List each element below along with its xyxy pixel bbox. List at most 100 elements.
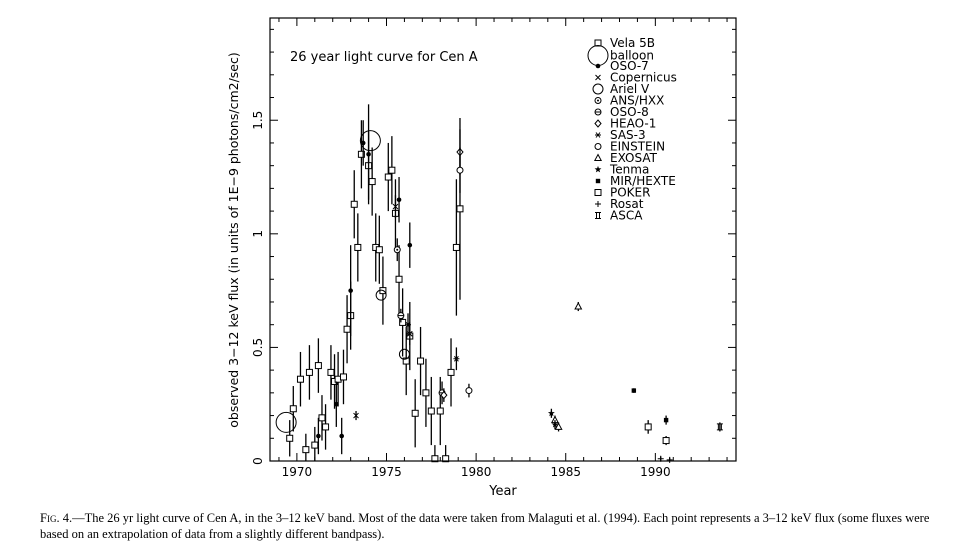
series-einstein: [456, 147, 473, 398]
x-tick-label: 1990: [640, 465, 671, 479]
data-point: [554, 422, 563, 430]
data-point: [368, 178, 376, 186]
legend-label: HEAO-1: [610, 117, 656, 131]
data-point: [360, 140, 366, 146]
data-point: [334, 401, 339, 407]
legend-marker: [594, 143, 602, 150]
legend-item-ariel-v: Ariel V: [592, 82, 650, 96]
data-point: [631, 388, 637, 393]
legend-item-einstein: EINSTEIN: [594, 140, 665, 154]
legend-label: Tenma: [609, 163, 649, 177]
y-tick-label: 0: [251, 457, 265, 465]
data-point: [447, 368, 455, 376]
data-point: [453, 355, 460, 362]
data-point: [375, 289, 387, 301]
legend-label: Vela 5B: [610, 36, 655, 50]
legend-marker: [595, 212, 601, 219]
data-point: [318, 414, 326, 422]
data-point: [388, 166, 396, 174]
data-point: [574, 301, 583, 310]
data-point: [422, 389, 430, 397]
series-poker: [644, 420, 670, 446]
legend-marker: [594, 189, 602, 196]
legend-label: EXOSAT: [610, 151, 658, 165]
data-point: [436, 407, 444, 415]
series-sas-3: [405, 313, 460, 371]
series-oso-7: [316, 104, 413, 455]
legend-label: SAS-3: [610, 128, 646, 142]
data-point: [405, 321, 412, 328]
figure-caption: Fig. 4.—The 26 yr light curve of Cen A, …: [40, 510, 940, 542]
legend-label: Rosat: [610, 197, 644, 211]
y-tick-label: 0.5: [251, 338, 265, 357]
series-rosat: [657, 455, 673, 463]
data-point: [354, 243, 362, 251]
data-point: [314, 362, 322, 370]
legend-item-copernicus: Copernicus: [595, 71, 677, 85]
x-tick-label: 1970: [282, 465, 313, 479]
data-point: [456, 166, 464, 174]
legend-item-mir-hexte: MIR/HEXTE: [595, 174, 676, 188]
data-point: [316, 433, 321, 439]
data-point: [302, 446, 310, 454]
legend-marker: [594, 108, 602, 116]
legend-marker: [594, 97, 602, 104]
legend-marker: [593, 153, 603, 161]
data-point: [427, 407, 435, 415]
data-point: [551, 421, 559, 428]
series-vela-5b: [286, 117, 464, 463]
series-ariel-v: [375, 289, 410, 360]
legend-label: Ariel V: [610, 82, 650, 96]
data-point: [359, 130, 381, 152]
data-point: [399, 318, 407, 326]
data-point: [353, 412, 359, 419]
data-point: [407, 242, 413, 248]
data-point: [384, 173, 392, 181]
data-point: [666, 456, 673, 463]
data-point: [440, 390, 448, 400]
data-point: [311, 441, 319, 449]
y-tick-label: 1: [251, 230, 265, 238]
y-axis-label: observed 3−12 keV flux (in units of 1E−9…: [226, 52, 241, 428]
data-point: [339, 373, 347, 381]
legend-label: MIR/HEXTE: [610, 174, 676, 188]
x-tick-label: 1980: [461, 465, 492, 479]
series-tenma: [547, 408, 559, 430]
series-mir-hexte: [631, 388, 669, 425]
legend-marker: [594, 119, 602, 128]
series-exosat: [550, 301, 583, 432]
data-point: [375, 246, 383, 254]
y-tick-label: 1.5: [251, 111, 265, 130]
data-point: [716, 423, 723, 431]
data-point: [411, 409, 419, 417]
data-point: [398, 348, 410, 360]
light-curve-chart: 1970 1975 1980 1985 1990 0 0.5 1 1.5 26 year lig…: [226, 17, 737, 499]
legend-item-ans-hxx: ANS/HXX: [594, 94, 664, 108]
chart-title: 26 year light curve for Cen A: [290, 50, 478, 65]
data-point: [289, 405, 297, 413]
legend-label: POKER: [610, 186, 650, 200]
data-point: [395, 275, 403, 283]
data-point: [417, 357, 425, 365]
data-point: [275, 411, 297, 433]
data-point: [366, 152, 371, 157]
legend-marker: [592, 83, 604, 95]
data-point: [465, 387, 473, 395]
data-point: [662, 437, 670, 445]
x-tick-label: 1985: [550, 465, 581, 479]
data-point: [396, 197, 402, 203]
caption-text: —The 26 yr light curve of Cen A, in the …: [40, 511, 930, 541]
data-point: [339, 433, 344, 439]
legend-item-sas-3: SAS-3: [595, 128, 646, 142]
data-point: [397, 312, 405, 320]
legend-item-poker: POKER: [594, 186, 650, 200]
legend-item-oso-7: OSO-7: [595, 59, 649, 73]
data-point: [431, 455, 439, 463]
data-point: [305, 368, 313, 376]
data-point: [456, 205, 464, 213]
legend-item-oso-8: OSO-8: [594, 105, 649, 119]
legend-item-tenma: Tenma: [594, 163, 649, 177]
legend-item-vela-5b: Vela 5B: [594, 36, 655, 50]
legend-marker: [594, 165, 602, 173]
